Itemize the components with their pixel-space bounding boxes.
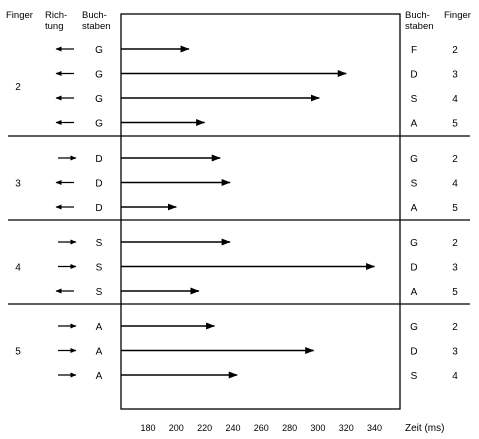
target-finger: 5 xyxy=(452,287,458,298)
target-letter: D xyxy=(410,263,417,274)
source-letter: A xyxy=(96,322,103,333)
source-letter: G xyxy=(95,70,103,81)
target-finger: 3 xyxy=(452,347,458,358)
target-letter: G xyxy=(410,154,418,165)
group-finger-label: 3 xyxy=(15,179,21,190)
header-letters-left: Buch-staben xyxy=(82,10,111,32)
source-letter: S xyxy=(96,263,103,274)
source-letter: S xyxy=(96,287,103,298)
source-letter: G xyxy=(95,45,103,56)
header-letters-right: Buch-staben xyxy=(405,10,434,32)
target-finger: 4 xyxy=(452,371,458,382)
target-letter: S xyxy=(411,179,418,190)
source-letter: G xyxy=(95,94,103,105)
x-tick-label: 240 xyxy=(225,423,240,433)
x-tick-label: 260 xyxy=(254,423,269,433)
source-letter: D xyxy=(95,154,102,165)
source-letter: A xyxy=(96,371,103,382)
target-letter: F xyxy=(411,45,417,56)
target-letter: S xyxy=(411,371,418,382)
target-letter: A xyxy=(411,287,418,298)
target-finger: 5 xyxy=(452,203,458,214)
header-finger-right: Finger xyxy=(444,10,471,21)
target-letter: S xyxy=(411,94,418,105)
target-letter: G xyxy=(410,238,418,249)
group-finger-label: 2 xyxy=(15,82,21,93)
target-finger: 2 xyxy=(452,322,458,333)
group-finger-label: 4 xyxy=(15,263,21,274)
header-direction: Rich-tung xyxy=(45,10,67,32)
target-letter: D xyxy=(410,347,417,358)
target-finger: 2 xyxy=(452,154,458,165)
target-letter: G xyxy=(410,322,418,333)
source-letter: A xyxy=(96,347,103,358)
target-letter: D xyxy=(410,70,417,81)
x-axis-label: Zeit (ms) xyxy=(405,423,444,434)
target-finger: 4 xyxy=(452,179,458,190)
target-finger: 2 xyxy=(452,238,458,249)
source-letter: D xyxy=(95,203,102,214)
x-tick-label: 180 xyxy=(140,423,155,433)
x-tick-label: 200 xyxy=(169,423,184,433)
target-letter: A xyxy=(411,203,418,214)
x-tick-label: 220 xyxy=(197,423,212,433)
source-letter: G xyxy=(95,119,103,130)
x-tick-label: 300 xyxy=(310,423,325,433)
target-finger: 3 xyxy=(452,263,458,274)
target-finger: 2 xyxy=(452,45,458,56)
x-tick-label: 340 xyxy=(367,423,382,433)
x-tick-label: 280 xyxy=(282,423,297,433)
source-letter: S xyxy=(96,238,103,249)
target-finger: 5 xyxy=(452,119,458,130)
source-letter: D xyxy=(95,179,102,190)
target-finger: 3 xyxy=(452,70,458,81)
header-finger-left: Finger xyxy=(6,10,33,21)
target-letter: A xyxy=(411,119,418,130)
target-finger: 4 xyxy=(452,94,458,105)
x-tick-label: 320 xyxy=(339,423,354,433)
plot-frame xyxy=(120,13,401,410)
group-finger-label: 5 xyxy=(15,347,21,358)
